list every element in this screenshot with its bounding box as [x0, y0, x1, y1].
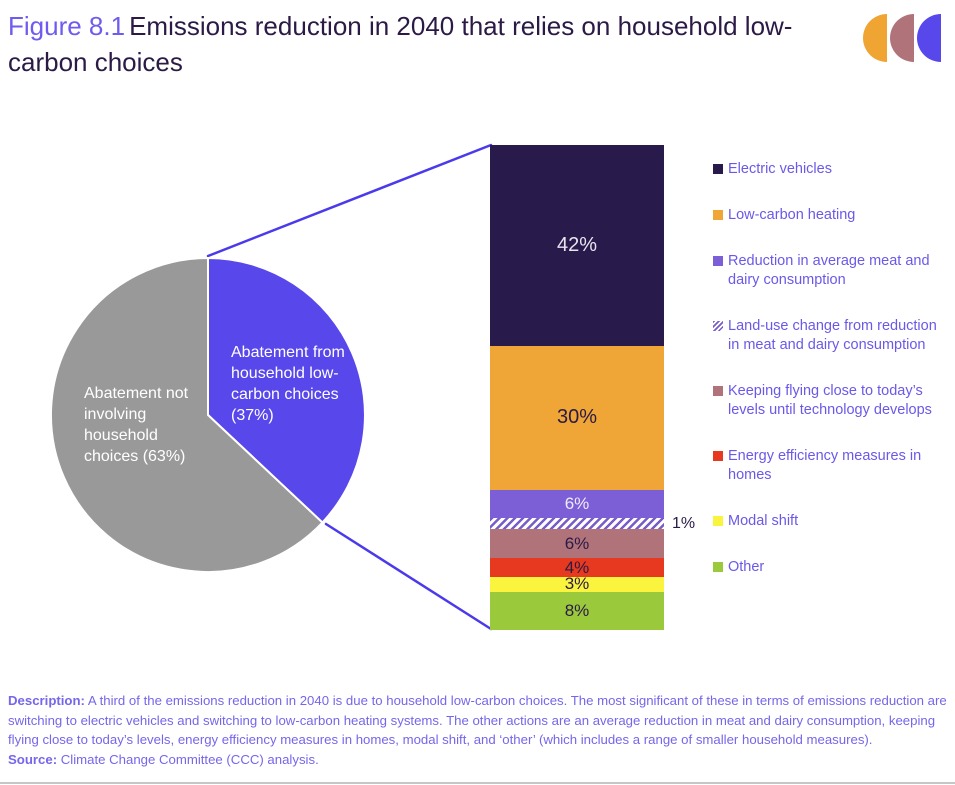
pie-slice: [207, 256, 366, 524]
ccc-logo-icon: [863, 14, 944, 62]
legend-item: Modal shift: [713, 512, 945, 531]
legend-swatch-icon: [713, 210, 723, 220]
figure-title: Figure 8.1 Emissions reduction in 2040 th…: [8, 8, 853, 80]
figure-title-text: Emissions reduction in 2040 that relies …: [8, 11, 793, 77]
logo-halfcircle-icon: [863, 14, 887, 62]
pie-slice-label-household: Abatement from household low-carbon choi…: [231, 344, 345, 424]
legend-item: Reduction in average meat and dairy cons…: [713, 252, 945, 290]
bar-segment: 4%: [490, 557, 664, 578]
legend-item: Energy efficiency measures in homes: [713, 447, 945, 485]
source-label: Source:: [8, 751, 58, 767]
description-text: Description: A third of the emissions re…: [8, 693, 947, 747]
legend-label: Keeping flying close to today’s levels u…: [728, 383, 932, 418]
legend-item: Other: [713, 558, 945, 577]
legend-item: Electric vehicles: [713, 160, 945, 179]
legend-label: Land-use change from reduction in meat a…: [728, 318, 937, 353]
bar-segment-value-label: 4%: [564, 557, 590, 577]
logo-halfcircle-icon: [917, 14, 941, 62]
bar-segment-value-label: 1%: [672, 514, 696, 532]
figure-number: Figure 8.1: [8, 11, 126, 41]
logo-halfcircle-icon: [890, 14, 914, 62]
bar-segment-value-label: 3%: [564, 574, 590, 594]
legend-label: Electric vehicles: [728, 161, 832, 177]
legend-item: Keeping flying close to today’s levels u…: [713, 382, 945, 420]
callout-line-top: [206, 143, 493, 258]
source-text: Source: Climate Change Committee (CCC) a…: [8, 751, 319, 767]
bar-segment: 1%: [490, 515, 695, 532]
legend-swatch-icon: [713, 516, 723, 526]
legend-item: Land-use change from reduction in meat a…: [713, 317, 945, 355]
bottom-divider: [0, 782, 955, 784]
bar-segment: 8%: [490, 591, 664, 630]
description-block: Description: A third of the emissions re…: [8, 691, 948, 769]
legend-label: Other: [728, 559, 765, 575]
bar-segment-value-label: 6%: [564, 494, 590, 514]
legend-swatch-icon: [713, 386, 723, 396]
legend-item: Low-carbon heating: [713, 206, 945, 225]
pie-slice-label-other: Abatement not involving household choice…: [84, 385, 189, 465]
legend-label: Energy efficiency measures in homes: [728, 448, 922, 483]
legend-label: Low-carbon heating: [728, 207, 856, 223]
pie-chart: [49, 255, 366, 575]
legend-label: Reduction in average meat and dairy cons…: [728, 253, 930, 288]
bar-segment: 6%: [490, 529, 664, 559]
bar-segment-value-label: 42%: [556, 234, 598, 257]
stacked-bar-chart: 42% 30% 6% 1% 6% 4% 3% 8%: [490, 145, 695, 630]
legend: Electric vehicles Low-carbon heating Reduc…: [713, 160, 945, 577]
bar-segment: 3%: [490, 574, 664, 594]
pie-slice: [49, 256, 324, 573]
bar-segment-value-label: 30%: [556, 406, 598, 429]
legend-hatch-swatch-icon: [713, 321, 723, 331]
bar-segment-value-label: 6%: [564, 533, 590, 553]
bar-segment: 6%: [490, 489, 664, 519]
bar-segment: 30%: [490, 346, 664, 490]
bar-segment: 42%: [490, 145, 664, 347]
bar-segment-value-label: 8%: [564, 600, 590, 620]
pie-svg: [49, 256, 366, 573]
legend-swatch-icon: [713, 562, 723, 572]
description-label: Description:: [8, 693, 85, 708]
legend-swatch-icon: [713, 164, 723, 174]
legend-label: Modal shift: [728, 513, 799, 529]
legend-swatch-icon: [713, 256, 723, 266]
legend-swatch-icon: [713, 451, 723, 461]
